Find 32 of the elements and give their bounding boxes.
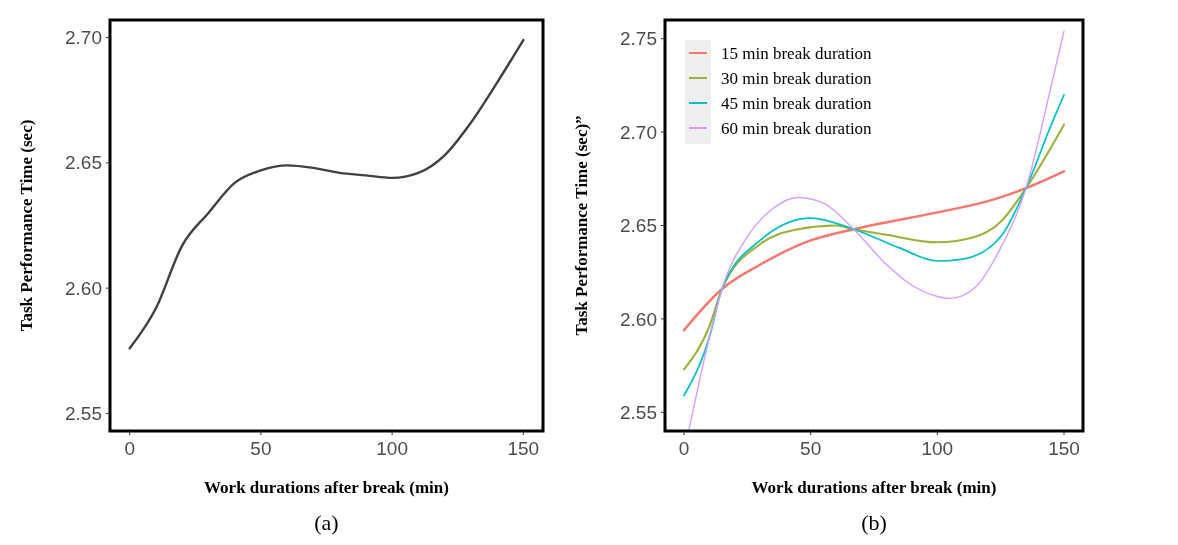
- y-tick-label: 2.60: [65, 277, 102, 299]
- x-tick-label: 150: [1048, 438, 1080, 459]
- x-tick-label: 100: [376, 438, 408, 459]
- x-axis-title: Work durations after break (min): [204, 478, 449, 497]
- line-series: [683, 93, 1065, 397]
- line-series: [128, 38, 525, 350]
- line-series: [688, 30, 1065, 430]
- x-tick-label: 0: [124, 438, 135, 459]
- y-tick-label: 2.65: [620, 215, 657, 237]
- x-tick-label: 50: [800, 438, 822, 459]
- y-tick-label: 2.60: [620, 308, 657, 330]
- x-tick-label: 150: [507, 438, 540, 459]
- y-axis-title: Task Performance Time (sec)”: [572, 115, 591, 336]
- y-tick-label: 2.55: [65, 403, 102, 425]
- x-tick-label: 100: [921, 438, 954, 459]
- x-tick-label: 50: [250, 438, 272, 459]
- legend-label: 30 min break duration: [721, 68, 873, 88]
- y-tick-label: 2.65: [65, 152, 102, 174]
- line-series: [682, 123, 1066, 371]
- text: (a): [314, 510, 339, 535]
- y-tick-label: 2.55: [620, 401, 657, 423]
- y-axis-title: Task Performance Time (sec): [17, 119, 36, 332]
- y-tick-label: 2.70: [65, 27, 102, 49]
- y-tick-label: 2.70: [620, 121, 657, 143]
- y-tick-label: 2.75: [620, 28, 657, 50]
- legend-label: 15 min break duration: [721, 43, 873, 63]
- text: (b): [861, 510, 887, 535]
- line-series: [682, 170, 1066, 332]
- legend-label: 45 min break duration: [721, 93, 873, 113]
- legend-label: 60 min break duration: [721, 118, 873, 138]
- x-tick-label: 0: [678, 438, 690, 459]
- x-axis-title: Work durations after break (min): [751, 478, 997, 497]
